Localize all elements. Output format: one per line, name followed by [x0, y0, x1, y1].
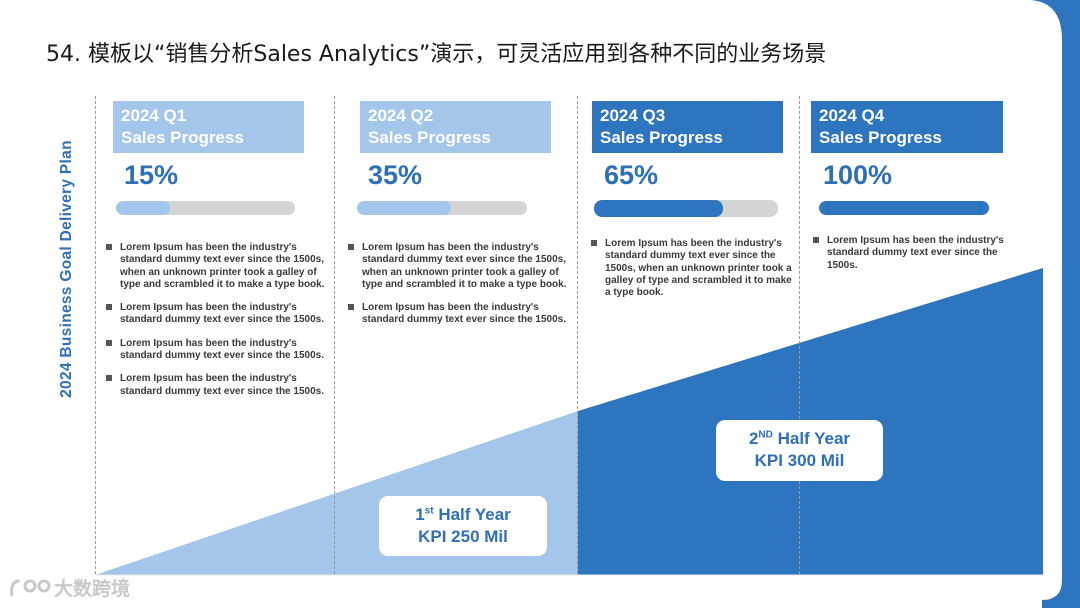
quarter-label: Sales Progress	[121, 128, 244, 147]
progress-bar-q3	[594, 200, 778, 217]
kpi-value: KPI 250 Mil	[418, 527, 508, 546]
kpi-period-label: Half Year	[777, 429, 851, 448]
progress-bar-q2	[357, 201, 527, 215]
column-divider	[799, 96, 800, 574]
bullet-list-q2: Lorem Ipsum has been the industry's stan…	[348, 242, 573, 338]
quarter-header-q1: 2024 Q1 Sales Progress	[113, 101, 304, 153]
bullet-item: Lorem Ipsum has been the industry's stan…	[106, 373, 328, 398]
kpi-second-half: 2ND Half Year KPI 300 Mil	[716, 420, 883, 481]
logo-mark-icon	[10, 579, 51, 597]
column-divider	[334, 96, 335, 574]
quarter-period: 2024 Q1	[121, 106, 187, 125]
quarter-percent-q3: 65%	[604, 160, 659, 190]
watermark-logo: 大数跨境	[8, 574, 130, 601]
bullet-item: Lorem Ipsum has been the industry's stan…	[813, 235, 1013, 272]
quarter-percent-q1: 15%	[124, 160, 179, 190]
bullet-item: Lorem Ipsum has been the industry's stan…	[106, 338, 328, 363]
kpi-value: KPI 300 Mil	[754, 451, 845, 470]
progress-fill-q2	[357, 201, 451, 215]
bullet-item: Lorem Ipsum has been the industry's stan…	[591, 238, 792, 299]
logo-text: 大数跨境	[54, 578, 131, 600]
bullet-list-q4: Lorem Ipsum has been the industry's stan…	[813, 235, 1013, 283]
quarter-label: Sales Progress	[819, 128, 942, 147]
kpi-ordinal-suffix: st	[424, 505, 434, 517]
quarter-label: Sales Progress	[368, 128, 491, 147]
progress-fill-q3	[594, 200, 723, 217]
quarter-percent-q4: 100%	[823, 160, 893, 190]
quarter-label: Sales Progress	[600, 128, 723, 147]
kpi-period-label: Half Year	[438, 505, 511, 524]
bullet-item: Lorem Ipsum has been the industry's stan…	[106, 242, 328, 291]
bullet-item: Lorem Ipsum has been the industry's stan…	[348, 242, 573, 291]
kpi-first-half: 1st Half Year KPI 250 Mil	[379, 496, 547, 556]
bullet-list-q3: Lorem Ipsum has been the industry's stan…	[591, 238, 792, 310]
kpi-ordinal: 1	[415, 505, 425, 524]
quarter-period: 2024 Q4	[819, 106, 885, 125]
quarter-header-q3: 2024 Q3 Sales Progress	[592, 101, 783, 153]
quarter-header-q4: 2024 Q4 Sales Progress	[811, 101, 1003, 153]
quarter-percent-q2: 35%	[368, 160, 423, 190]
quarter-header-q2: 2024 Q2 Sales Progress	[360, 101, 551, 153]
column-divider	[577, 96, 578, 574]
progress-bar-q1	[116, 201, 295, 215]
progress-fill-q4	[819, 201, 989, 215]
bullet-item: Lorem Ipsum has been the industry's stan…	[348, 302, 573, 327]
bullet-list-q1: Lorem Ipsum has been the industry's stan…	[106, 242, 328, 409]
progress-fill-q1	[116, 201, 170, 215]
kpi-ordinal: 2	[748, 429, 759, 448]
quarter-period: 2024 Q3	[600, 106, 666, 125]
kpi-ordinal-suffix: ND	[758, 429, 773, 441]
bullet-item: Lorem Ipsum has been the industry's stan…	[106, 302, 328, 327]
slide-title: 54. 模板以“销售分析Sales Analytics”演示，可灵活应用到各种不…	[46, 42, 827, 67]
progress-bar-q4	[819, 201, 989, 215]
quarter-period: 2024 Q2	[368, 106, 434, 125]
column-divider	[95, 96, 96, 574]
